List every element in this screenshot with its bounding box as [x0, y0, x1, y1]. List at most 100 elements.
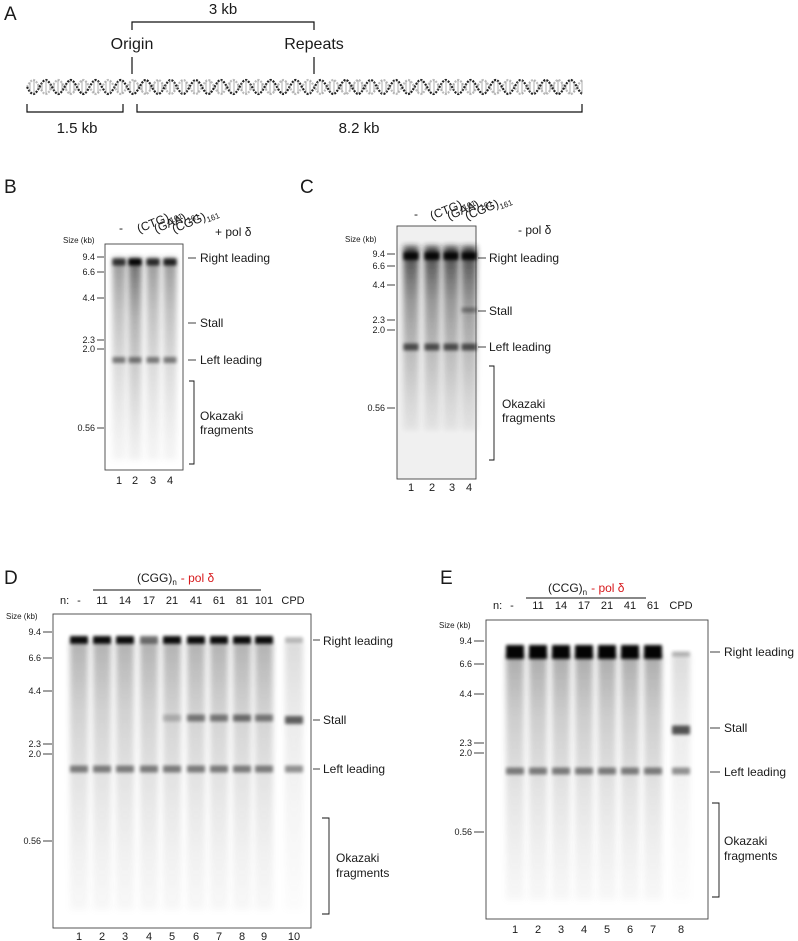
gel-lane — [672, 651, 690, 900]
gel-band — [529, 767, 547, 775]
lane-smear — [644, 654, 662, 900]
gel-band — [116, 636, 134, 644]
lane-number: 1 — [76, 931, 82, 941]
panel-d-letter: D — [4, 568, 18, 589]
size-marker: 4.4 — [28, 686, 41, 696]
panel-e-letter: E — [440, 568, 453, 589]
right-leading-label: Right leading — [724, 645, 794, 659]
gel-band — [672, 651, 690, 657]
okazaki-bracket — [322, 817, 330, 915]
okazaki-label: fragments — [336, 866, 389, 880]
gel-band — [233, 636, 251, 644]
okazaki-label: Okazaki — [502, 397, 545, 411]
lane-smear — [163, 642, 181, 910]
gel-band — [255, 714, 273, 722]
panel-e-markers: 9.4 6.6 4.4 2.3 2.0 0.56 — [454, 636, 484, 837]
stall-label: Stall — [724, 721, 747, 735]
size-marker: 2.3 — [372, 315, 385, 325]
panel-e-lane-headers: - 11 14 17 21 41 61 — [510, 600, 659, 612]
panel-a-letter: A — [4, 4, 17, 25]
lane-number: 3 — [558, 924, 564, 936]
gel-band — [672, 725, 690, 735]
gel-band — [506, 645, 524, 659]
size-marker: 6.6 — [372, 261, 385, 271]
gel-band — [210, 765, 228, 773]
left-length-bracket — [26, 104, 124, 113]
gel-band — [424, 343, 440, 351]
panel-e-lane-numbers: 1 2 3 4 5 6 7 8 — [512, 924, 684, 936]
gel-lane — [403, 246, 419, 430]
stall-label: Stall — [489, 304, 512, 318]
okazaki-bracket — [712, 802, 720, 898]
gel-band — [285, 637, 303, 643]
panel-b: B - (CTG)161 (GAA)161 (CGG)161 + pol δ S… — [4, 177, 270, 487]
lane-header: - — [119, 221, 123, 235]
right-length-bracket — [136, 104, 583, 113]
gel-lane — [552, 645, 570, 900]
size-marker: 2.0 — [372, 325, 385, 335]
gel-lane — [187, 636, 205, 910]
gel-lane — [116, 636, 134, 910]
okazaki-label: Okazaki — [724, 834, 767, 848]
lane-number: 9 — [261, 931, 267, 941]
panel-e: E (CCG)n - pol δ n: -11 14 17 21 41 61 CPD Siz… — [439, 568, 794, 936]
gel-image-b — [104, 243, 184, 471]
lane-number: 2 — [535, 924, 541, 936]
gel-band — [529, 645, 547, 659]
left-leading-label: Left leading — [200, 353, 262, 367]
lane-number: 3 — [449, 482, 455, 494]
panel-c-lane-headers: - (CTG)161 (GAA)161 (CGG)161 — [414, 197, 515, 223]
size-marker: 0.56 — [77, 423, 95, 433]
gel-lane — [443, 246, 459, 430]
size-marker: 4.4 — [459, 689, 472, 699]
gel-band — [187, 636, 205, 644]
gel-image-d — [52, 613, 312, 929]
gel-band — [672, 767, 690, 775]
panel-c-band-labels: Right leading Stall Left leading Okazaki… — [478, 251, 559, 461]
size-marker: 2.3 — [459, 738, 472, 748]
panel-c-markers: 9.4 6.6 4.4 2.3 2.0 0.56 — [367, 249, 395, 413]
lane-number: 2 — [132, 475, 138, 487]
lane-number: 8 — [239, 931, 245, 941]
size-axis-label: Size (kb) — [345, 235, 377, 244]
lane-number: 8 — [678, 924, 684, 936]
lane-number: 1 — [116, 475, 122, 487]
lane-smear — [93, 642, 111, 910]
lane-number: 5 — [604, 924, 610, 936]
gel-band — [506, 767, 524, 775]
lane-smear — [506, 654, 524, 900]
gel-band — [255, 765, 273, 773]
lane-header: 14 — [119, 595, 131, 607]
lane-header: 21 — [601, 600, 613, 612]
gel-band — [461, 252, 477, 260]
gel-lane — [424, 246, 440, 430]
size-marker: 9.4 — [372, 249, 385, 259]
size-marker: 2.0 — [28, 749, 41, 759]
lane-header: 11 — [532, 600, 543, 612]
gel-band — [285, 765, 303, 773]
lane-smear — [598, 654, 616, 900]
repeats-label: Repeats — [284, 36, 344, 53]
gel-band — [424, 252, 440, 260]
gel-band — [93, 765, 111, 773]
left-leading-label: Left leading — [724, 765, 786, 779]
gel-lane — [233, 636, 251, 910]
size-marker: 6.6 — [82, 267, 95, 277]
gel-band — [285, 716, 303, 724]
panel-d: D (CGG)n - pol δ n: -11 14 17 21 41 61 81 101 CP… — [4, 568, 393, 941]
lane-smear — [461, 246, 477, 430]
gel-band — [128, 357, 142, 363]
lane-smear — [210, 642, 228, 910]
okazaki-label: Okazaki — [336, 851, 379, 865]
left-length-label: 1.5 kb — [57, 120, 98, 137]
gel-lane — [644, 645, 662, 900]
panel-d-band-labels: Right leading Stall Left leading Okazaki… — [313, 634, 393, 915]
lane-number: 6 — [627, 924, 633, 936]
lane-number: 2 — [429, 482, 435, 494]
gel-band — [128, 258, 142, 266]
right-leading-label: Right leading — [489, 251, 559, 265]
lane-smear — [621, 654, 639, 900]
gel-lane — [146, 258, 160, 460]
panel-b-lane-numbers: 1 2 3 4 — [116, 475, 173, 487]
